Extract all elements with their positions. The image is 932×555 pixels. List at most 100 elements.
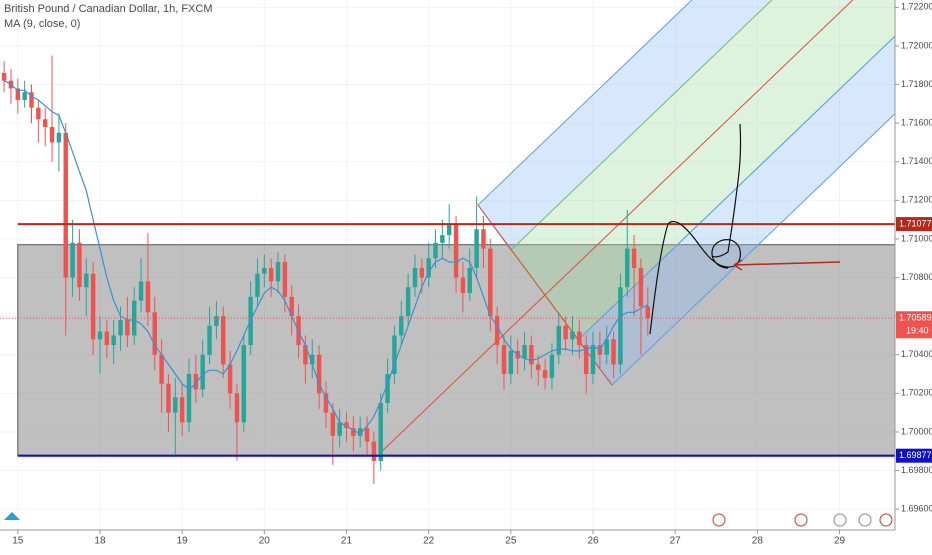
x-tick-label: 21 (341, 536, 353, 547)
candle-body (207, 325, 212, 355)
y-tick-label: 1.70800 (901, 272, 932, 282)
logo (4, 512, 20, 520)
y-tick-label: 1.70200 (901, 388, 932, 398)
candle-body (36, 107, 41, 120)
candle-body (193, 374, 199, 390)
candle-body (542, 370, 548, 378)
candle-body (488, 248, 493, 317)
candle-body (166, 383, 171, 413)
candle-body (337, 422, 342, 436)
candle-body (426, 258, 431, 278)
candle-body (186, 374, 192, 423)
candle-body (29, 92, 34, 108)
candle-body (604, 339, 609, 355)
event-icon (833, 513, 847, 527)
candle-body (77, 242, 82, 288)
event-icon (794, 513, 808, 527)
candle-body (1, 72, 7, 81)
pitchfork-handle (477, 204, 613, 386)
y-tick-label: 1.72000 (901, 40, 932, 50)
candle-body (618, 287, 623, 365)
candle-body (494, 316, 500, 346)
overlay (0, 223, 895, 457)
arrow-head (733, 259, 743, 271)
y-tick-label: 1.71400 (901, 156, 932, 166)
candle-body (645, 306, 651, 319)
y-tick-label: 1.70400 (901, 349, 932, 359)
candle-body (529, 345, 534, 365)
candle-body (440, 235, 445, 243)
candle-body (221, 316, 226, 365)
candle-body (631, 248, 637, 268)
y-tick-label: 1.69600 (901, 504, 932, 514)
candle-body (90, 273, 96, 340)
candle-body (97, 331, 103, 340)
candle-body (234, 393, 240, 423)
candle-body (145, 281, 151, 313)
candle-body (125, 320, 130, 336)
x-tick-label: 28 (752, 536, 764, 547)
event-icon (858, 513, 872, 527)
icons (4, 512, 893, 527)
x-tick-label: 18 (94, 536, 106, 547)
candle-body (49, 126, 55, 143)
candle-body (392, 335, 397, 375)
level-tag (896, 217, 932, 232)
candle-body (179, 397, 185, 423)
level-tag (896, 448, 932, 463)
candle-body (611, 339, 616, 365)
y-tick-label: 1.71200 (901, 195, 932, 205)
drawing (649, 123, 841, 335)
candle-body (15, 88, 21, 100)
x-tick-label: 19 (177, 536, 189, 547)
candle-body (63, 132, 68, 278)
y-tick-label: 1.72200 (901, 2, 932, 12)
candle-body (111, 335, 116, 346)
candle-body (159, 354, 164, 384)
candle-body (364, 428, 370, 442)
hand-drawing (649, 221, 741, 335)
candle-body (625, 248, 630, 288)
candle-body (275, 262, 281, 282)
ma-legend: MA (9, close, 0) (4, 18, 80, 30)
y-tick-label: 1.71000 (901, 233, 932, 243)
candles (1, 55, 651, 485)
y-tick-label: 1.71800 (901, 79, 932, 89)
level-label: 1.71077 (899, 218, 932, 228)
hand-drawing (711, 123, 742, 258)
event-icon (879, 513, 893, 527)
candle-body (405, 287, 411, 317)
candle-body (385, 374, 390, 404)
candle-body (316, 354, 322, 394)
ma-line (3, 80, 649, 435)
candle-body (549, 354, 555, 378)
candle-body (590, 345, 596, 375)
candle-body (214, 316, 219, 326)
candle-body (200, 354, 205, 390)
x-tick-label: 15 (12, 536, 24, 547)
event-icon (712, 513, 726, 527)
candle-body (255, 273, 260, 297)
y-tick-label: 1.69800 (901, 465, 932, 475)
candle-body (84, 273, 89, 288)
candle-body (474, 229, 479, 268)
candle-body (536, 364, 541, 371)
candle-body (378, 403, 383, 461)
candle-body (481, 229, 486, 249)
candle-body (522, 345, 527, 359)
candle-body (501, 345, 507, 375)
x-tick-label: 25 (505, 536, 517, 547)
y-tick-label: 1.71600 (901, 118, 932, 128)
candle-body (577, 331, 582, 346)
x-tick-label: 27 (670, 536, 682, 547)
candle-body (419, 267, 425, 278)
candle-body (351, 428, 356, 436)
candle-body (460, 277, 466, 293)
last-price-tag (896, 311, 932, 339)
x-tick-label: 26 (587, 536, 599, 547)
x-tick-label: 22 (423, 536, 435, 547)
candle-body (467, 267, 472, 293)
candle-body (152, 312, 157, 355)
candle-body (303, 345, 308, 365)
